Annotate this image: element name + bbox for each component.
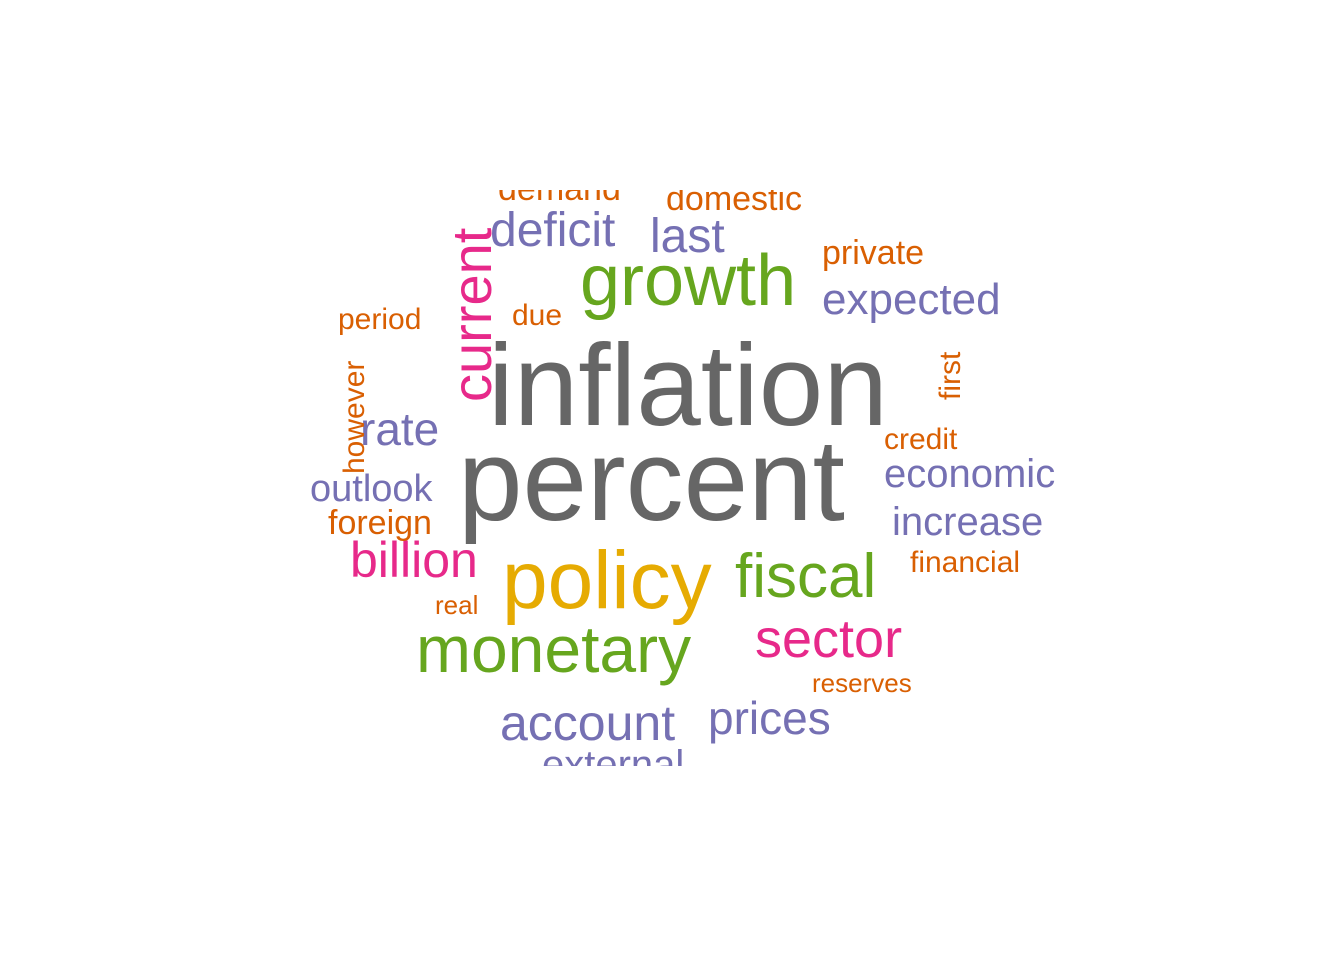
word-billion: billion <box>350 532 478 588</box>
word-percent: percent <box>458 415 845 545</box>
word-account: account <box>500 695 676 751</box>
word-outlook: outlook <box>310 468 433 510</box>
word-due: due <box>512 299 563 332</box>
word-cloud-area: inflation percent policy growth monetary fisc… <box>280 190 1120 766</box>
word-last: last <box>650 210 725 263</box>
word-reserves: reserves <box>812 668 912 698</box>
word-growth: growth <box>580 241 797 321</box>
word-deficit: deficit <box>490 204 616 257</box>
word-inflation: inflation <box>488 320 888 450</box>
word-first: first <box>934 351 967 400</box>
word-expected: expected <box>822 275 1001 324</box>
word-financial: financial <box>910 546 1021 579</box>
word-private: private <box>822 234 925 272</box>
word-economic: economic <box>884 452 1056 496</box>
word-fiscal: fiscal <box>735 542 877 611</box>
word-sector: sector <box>755 609 903 669</box>
word-increase: increase <box>892 500 1044 544</box>
word-however: however <box>338 360 371 474</box>
word-external: external <box>542 743 685 766</box>
word-real: real <box>435 590 479 620</box>
word-foreign: foreign <box>328 504 432 542</box>
word-monetary: monetary <box>416 612 692 686</box>
word-rate: rate <box>360 403 440 455</box>
word-domestic: domestic <box>666 190 803 218</box>
word-policy: policy <box>502 535 712 626</box>
word-period: period <box>338 303 422 336</box>
word-demand: demand <box>498 190 621 206</box>
word-prices: prices <box>708 692 831 744</box>
word-credit: credit <box>884 423 958 456</box>
